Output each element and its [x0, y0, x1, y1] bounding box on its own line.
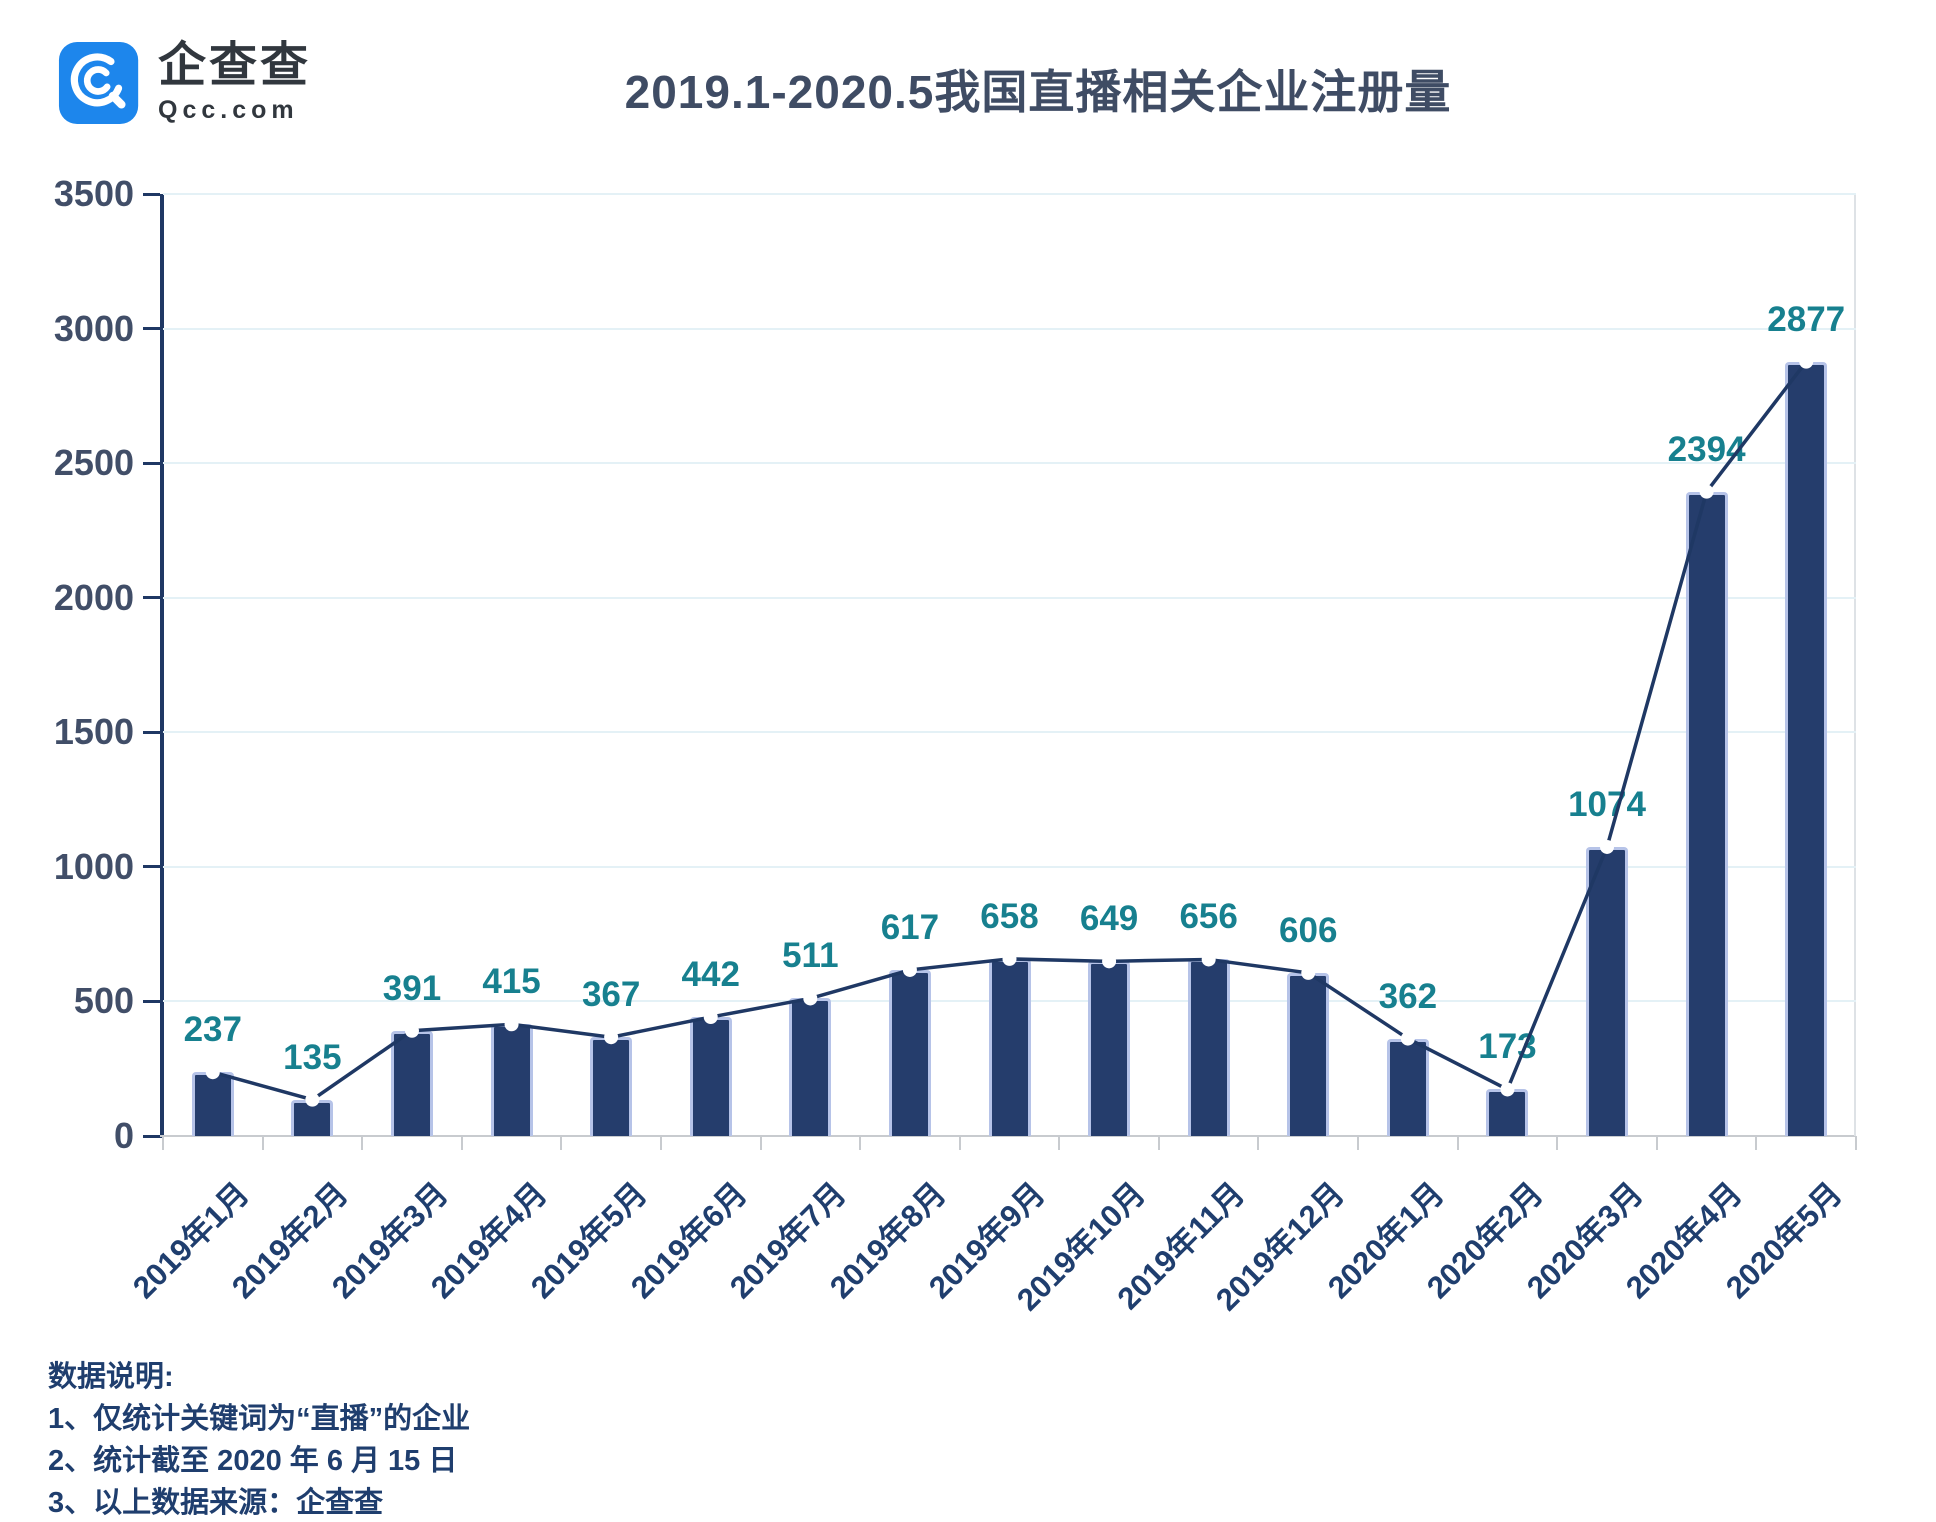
note-line-1: 1、仅统计关键词为“直播”的企业: [48, 1403, 471, 1435]
data-notes: 数据说明: 1、仅统计关键词为“直播”的企业 2、统计截至 2020 年 6 月…: [48, 1356, 470, 1522]
x-axis-tick: [1456, 1136, 1459, 1150]
x-axis-tick: [460, 1136, 463, 1150]
y-axis-label: 3500: [53, 173, 134, 214]
gridline: [163, 596, 1856, 599]
bar-value-label: 1074: [1568, 784, 1646, 824]
gridline: [163, 731, 1856, 734]
bar: [1685, 491, 1728, 1136]
bar-value-label: 2877: [1767, 299, 1846, 339]
chart-title: 2019.1-2020.5我国直播相关企业注册量: [624, 66, 1452, 118]
gridline: [163, 193, 1856, 195]
x-axis-tick: [1257, 1136, 1260, 1150]
bar: [1586, 846, 1629, 1136]
x-axis-tick: [659, 1136, 662, 1150]
x-axis-tick: [1655, 1136, 1658, 1150]
y-axis-label: 0: [113, 1115, 134, 1156]
bar-value-label: 135: [283, 1037, 342, 1077]
bar: [590, 1037, 633, 1136]
x-axis-tick: [560, 1136, 563, 1150]
y-axis-tick: [143, 999, 160, 1003]
qcc-magnifier-icon: [58, 41, 139, 125]
x-axis-tick: [361, 1136, 364, 1150]
x-axis-tick: [859, 1136, 862, 1150]
bar: [390, 1030, 433, 1136]
bar-value-label: 173: [1478, 1027, 1537, 1067]
y-axis-spine: [160, 194, 164, 1138]
bar: [888, 969, 931, 1136]
x-axis-tick: [162, 1136, 164, 1150]
gridline: [163, 462, 1856, 465]
right-spine: [1854, 194, 1856, 1136]
y-axis-label: 500: [73, 980, 134, 1022]
logo-domain: Qcc.com: [158, 96, 299, 124]
bar: [1486, 1089, 1529, 1136]
y-axis-tick: [143, 1134, 160, 1138]
qcc-logo: 企查查 Qcc.com: [58, 40, 311, 126]
bar-value-label: 362: [1378, 976, 1438, 1016]
y-axis-label: 2500: [53, 442, 134, 484]
logo-text: 企查查 Qcc.com: [158, 41, 311, 125]
y-axis-label: 1500: [53, 711, 134, 753]
x-axis-tick: [1157, 1136, 1160, 1150]
note-line-2: 2、统计截至 2020 年 6 月 15 日: [48, 1445, 458, 1477]
bar: [490, 1024, 533, 1136]
x-axis-tick: [759, 1136, 762, 1150]
logo-name-cn: 企查查: [158, 39, 312, 92]
y-axis-label: 2000: [53, 576, 134, 618]
bar: [291, 1099, 334, 1136]
x-axis-tick: [1357, 1136, 1360, 1150]
notes-heading: 数据说明:: [48, 1361, 174, 1393]
bar: [191, 1072, 234, 1136]
y-axis-tick: [143, 327, 160, 331]
bar: [1785, 361, 1828, 1136]
y-axis-label: 1000: [53, 845, 134, 887]
x-axis-tick: [958, 1136, 961, 1150]
y-axis-label: 3000: [53, 307, 134, 349]
x-axis-tick: [261, 1136, 264, 1150]
bar-value-label: 2394: [1667, 429, 1746, 469]
x-axis-tick: [1855, 1136, 1857, 1150]
y-axis-tick: [143, 730, 160, 734]
y-axis-tick: [143, 596, 160, 600]
bar-value-label: 606: [1279, 910, 1338, 950]
gridline: [163, 327, 1856, 330]
x-axis-tick: [1058, 1136, 1061, 1150]
bar: [1287, 972, 1330, 1136]
bar: [789, 998, 832, 1136]
bar: [1187, 959, 1230, 1136]
x-axis-tick: [1755, 1136, 1758, 1150]
x-axis-tick: [1556, 1136, 1559, 1150]
bar: [1088, 961, 1131, 1136]
bar: [1386, 1038, 1429, 1136]
y-axis-tick: [143, 461, 160, 465]
note-line-3: 3、以上数据来源：企查查: [48, 1487, 384, 1519]
y-axis-tick: [143, 192, 160, 196]
bar: [988, 958, 1031, 1136]
x-axis-spine: [160, 1135, 1856, 1137]
bar: [689, 1017, 732, 1136]
y-axis-tick: [143, 865, 160, 869]
